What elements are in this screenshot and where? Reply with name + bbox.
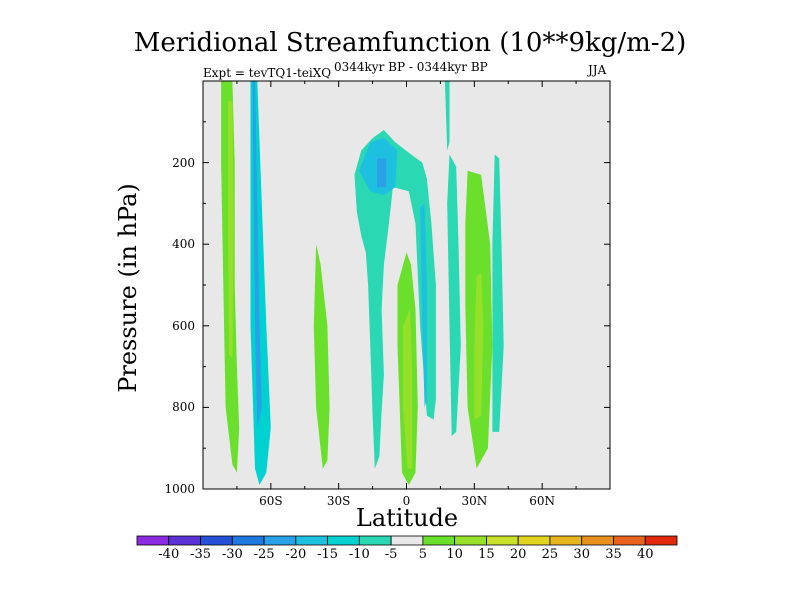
chart-title: Meridional Streamfunction (10**9kg/m-2) [133, 28, 687, 58]
colorbar-label: -30 [221, 547, 243, 562]
colorbar-swatch [486, 535, 519, 546]
x-tick-label: 60S [259, 494, 283, 508]
x-tick-label: 60N [529, 494, 556, 508]
colorbar-label: -35 [190, 547, 211, 562]
colorbar-label: 20 [509, 547, 527, 562]
contour-regions [221, 81, 504, 485]
colorbar-swatch [295, 535, 328, 546]
contour-cyan-overturning-cell [354, 130, 436, 469]
contour-cyan-thin-top-20n [444, 81, 450, 151]
colorbar-label: -15 [317, 547, 339, 562]
contour-darker-blue-center [377, 158, 387, 188]
y-tick-label: 400 [172, 237, 195, 252]
colorbar-swatch [581, 535, 614, 546]
colorbar-swatch [422, 535, 456, 546]
colorbar-swatch [263, 535, 297, 546]
colorbar-label: 10 [446, 547, 463, 562]
x-tick-label: 0 [402, 494, 411, 508]
colorbar-swatch [454, 535, 487, 546]
colorbar-label: 35 [605, 547, 622, 562]
colorbar-swatch [644, 535, 678, 546]
colorbar-label: 15 [478, 547, 495, 562]
colorbar-swatch [613, 535, 646, 546]
colorbar-swatch [358, 535, 392, 546]
colorbar-label: -5 [384, 547, 398, 562]
y-tick-label: 200 [172, 155, 195, 170]
x-tick-label: 30N [461, 494, 488, 508]
contour-blue-stripe-rising [420, 203, 427, 408]
contour-yellow-green-core-far-south [227, 101, 234, 359]
contour-yellow-equatorial-core [403, 309, 413, 469]
colorbar-label: 5 [418, 547, 428, 562]
colorbar-swatch [549, 535, 583, 546]
contour-cyan-band-20n [447, 154, 461, 436]
colorbar-label: -10 [348, 547, 370, 562]
colorbar-swatch [136, 535, 170, 546]
experiment-label: Expt = tevTQ1-teiXQ [203, 66, 332, 80]
colorbar-swatch [231, 535, 265, 546]
colorbar-swatch [390, 535, 424, 546]
y-tick-label: 1000 [164, 482, 195, 496]
colorbar-label: 25 [541, 547, 559, 562]
colorbar-label: -25 [253, 547, 275, 562]
colorbar-swatch [517, 535, 551, 546]
colorbar-label: 30 [573, 547, 590, 562]
colorbar-label: -40 [158, 547, 180, 562]
y-tick-label: 600 [172, 318, 195, 333]
contour-yellow-green-core-30n [474, 272, 484, 420]
contour-deep-blue-core-south [252, 81, 262, 428]
y-tick-label: 800 [172, 400, 195, 415]
colorbar-swatch [168, 535, 201, 546]
x-axis-label: Latitude [355, 504, 459, 532]
colorbar-swatch [327, 535, 360, 546]
colorbar-label: -20 [285, 547, 307, 562]
colorbar-swatch [200, 535, 233, 546]
chart-subtitle: 0344kyr BP - 0344kyr BP [334, 60, 488, 74]
x-tick-label: 30S [326, 494, 351, 508]
colorbar-label: 40 [636, 547, 654, 562]
contour-green-band-30s [313, 244, 330, 469]
season-label: JJA [588, 63, 607, 77]
contour-cyan-band-45n [492, 154, 504, 432]
